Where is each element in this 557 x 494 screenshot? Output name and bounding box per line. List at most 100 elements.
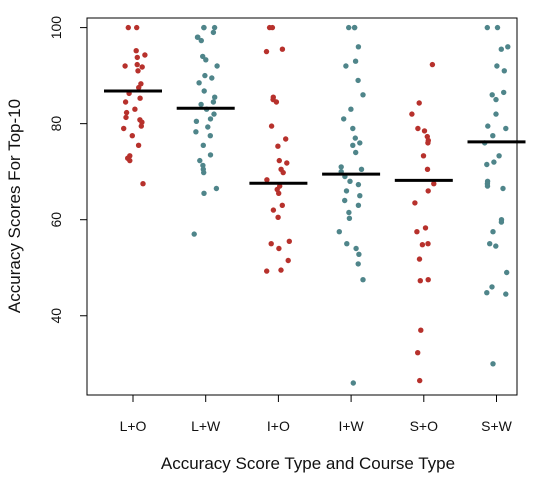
data-point	[346, 209, 352, 216]
data-point	[493, 111, 499, 117]
data-point	[494, 63, 500, 69]
data-point	[501, 68, 507, 74]
data-point	[198, 37, 204, 44]
median-lines	[104, 89, 526, 185]
data-point	[425, 241, 431, 247]
data-point	[431, 181, 437, 187]
data-point	[504, 269, 510, 276]
data-point	[280, 169, 286, 176]
data-point	[207, 133, 213, 139]
data-point	[136, 84, 142, 91]
data-point	[138, 123, 144, 129]
data-point	[501, 89, 507, 96]
data-point	[417, 278, 423, 284]
data-point	[490, 361, 496, 367]
data-point	[270, 207, 277, 213]
data-point	[191, 231, 197, 237]
data-point	[498, 219, 505, 225]
data-point	[135, 68, 141, 74]
data-point	[213, 185, 220, 192]
data-point	[122, 99, 129, 105]
data-point	[355, 77, 361, 84]
data-point	[496, 153, 502, 159]
data-point	[355, 261, 361, 267]
data-point	[286, 238, 292, 244]
data-point	[263, 48, 270, 55]
data-point	[491, 159, 497, 165]
data-point	[140, 181, 146, 187]
data-point	[283, 136, 289, 142]
data-point	[194, 34, 201, 40]
data-point	[493, 96, 499, 103]
data-point	[201, 190, 207, 196]
x-tick-label: S+W	[481, 418, 513, 434]
data-point	[279, 46, 286, 52]
data-point	[268, 123, 275, 129]
data-point	[356, 251, 362, 257]
data-point	[276, 157, 282, 164]
y-tick-label: 100	[48, 16, 64, 40]
x-tick-label: L+W	[191, 418, 221, 434]
data-point	[264, 268, 270, 274]
data-point	[352, 58, 359, 64]
data-point	[343, 63, 349, 69]
data-point	[198, 101, 204, 108]
x-tick-label: S+O	[410, 418, 439, 434]
data-point	[125, 24, 131, 31]
data-point	[419, 242, 426, 248]
data-point	[424, 166, 431, 172]
data-point	[357, 193, 363, 199]
data-point	[200, 162, 206, 169]
data-point	[210, 29, 217, 36]
data-point	[135, 142, 142, 148]
data-point	[276, 245, 282, 252]
data-point	[346, 215, 353, 221]
data-point	[485, 123, 491, 129]
data-point	[193, 129, 199, 135]
data-point	[500, 185, 506, 192]
data-point	[344, 241, 350, 247]
data-point	[123, 114, 129, 121]
data-point	[279, 202, 285, 208]
data-point	[275, 143, 281, 149]
data-point	[214, 63, 220, 69]
data-point	[415, 125, 421, 132]
x-tick-label: L+O	[120, 418, 147, 434]
x-axis-title: Accuracy Score Type and Course Type	[161, 454, 455, 473]
data-point	[494, 24, 501, 31]
data-point	[342, 197, 348, 204]
data-point	[409, 111, 415, 117]
plot-frame	[86, 17, 518, 396]
y-tick-label: 40	[48, 308, 64, 324]
data-point	[493, 243, 499, 249]
data-point	[421, 128, 428, 134]
data-point	[355, 181, 362, 188]
data-point	[201, 88, 207, 94]
data-point	[129, 133, 135, 139]
y-axis: 40 60 80 100	[48, 16, 87, 324]
data-point	[202, 72, 208, 79]
y-axis-title: Accuracy Scores For Top-10	[5, 99, 24, 313]
data-point	[352, 135, 358, 141]
data-point	[484, 183, 491, 189]
data-point	[268, 241, 274, 247]
data-point	[353, 149, 359, 156]
data-point	[418, 327, 424, 333]
data-point	[193, 118, 200, 125]
data-point	[352, 24, 358, 31]
data-point	[347, 178, 353, 184]
data-point	[484, 290, 490, 296]
data-point	[346, 24, 352, 31]
data-point	[505, 44, 511, 50]
data-point	[273, 99, 280, 105]
data-point	[355, 44, 362, 50]
data-point	[132, 106, 138, 112]
data-point	[127, 157, 133, 164]
x-tick-label: I+O	[267, 418, 290, 434]
data-point	[415, 350, 421, 356]
data-point	[201, 24, 207, 31]
data-point	[484, 161, 490, 168]
data-point	[133, 48, 139, 54]
data-point	[429, 61, 436, 68]
